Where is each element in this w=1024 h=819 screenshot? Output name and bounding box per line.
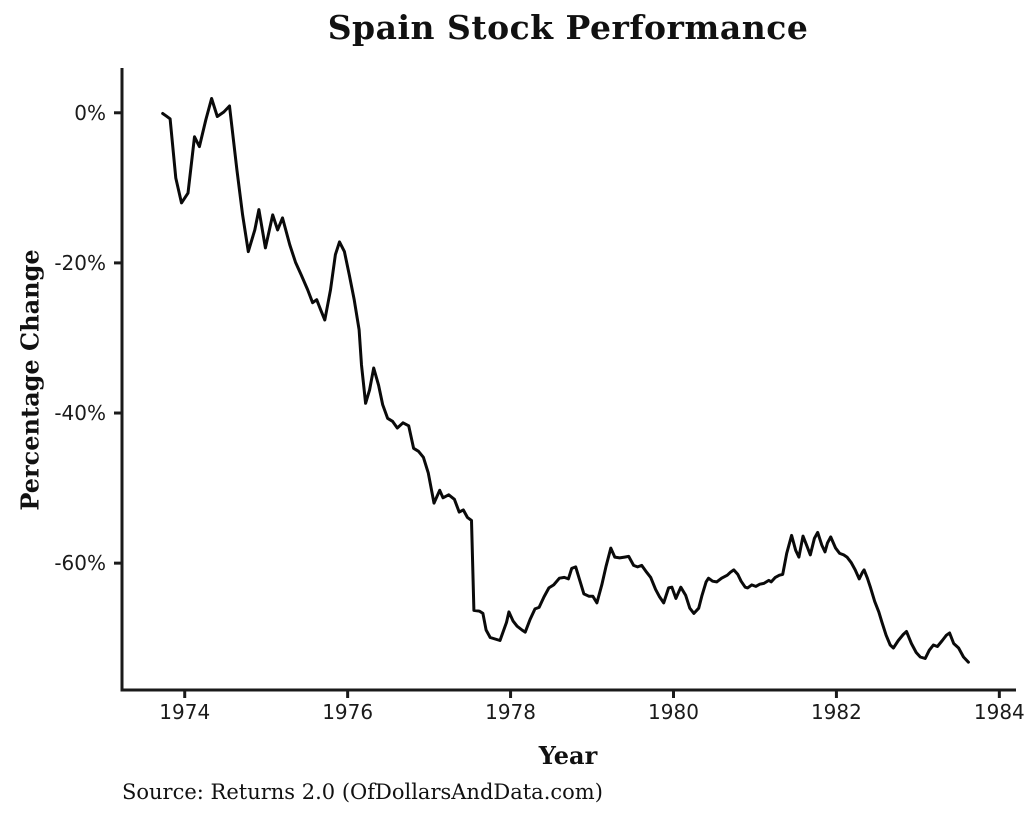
series-line <box>161 97 970 664</box>
x-tick-label: 1976 <box>322 700 373 724</box>
x-axis-title: Year <box>538 741 598 770</box>
y-tick-label: -60% <box>54 551 106 575</box>
x-tick-label: 1982 <box>811 700 862 724</box>
x-tick-label: 1974 <box>159 700 210 724</box>
y-tick-label: -20% <box>54 251 106 275</box>
chart-title: Spain Stock Performance <box>327 8 809 47</box>
x-tick-label: 1980 <box>648 700 699 724</box>
source-note: Source: Returns 2.0 (OfDollarsAndData.co… <box>122 780 603 804</box>
x-tick-label: 1978 <box>485 700 536 724</box>
x-tick-label: 1984 <box>974 700 1024 724</box>
y-tick-label: -40% <box>54 401 106 425</box>
y-tick-label: 0% <box>74 101 106 125</box>
y-axis-title: Percentage Change <box>15 249 45 511</box>
